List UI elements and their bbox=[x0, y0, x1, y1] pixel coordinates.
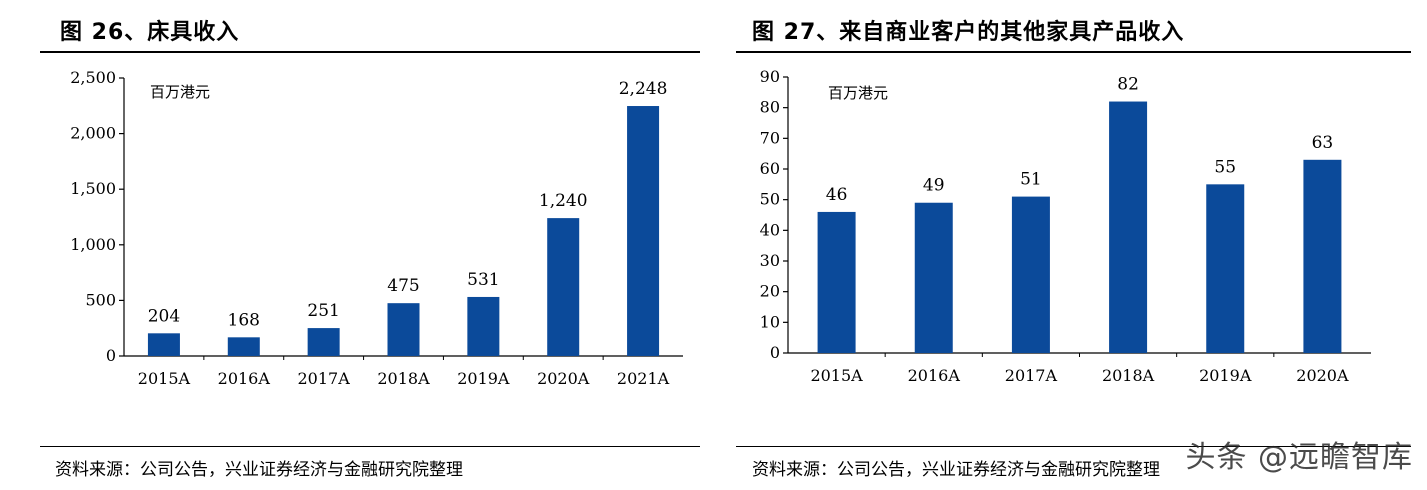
data-label: 475 bbox=[387, 276, 419, 296]
chart-svg: 0 500 1,000 1,500 2,000 2,500 204 2015A 168 2016A… bbox=[70, 68, 683, 388]
y-tick-label: 50 bbox=[760, 190, 780, 209]
bar bbox=[547, 218, 580, 356]
y-tick-label: 2,500 bbox=[70, 68, 116, 87]
figure-title: 图 26、床具收入 bbox=[60, 20, 240, 45]
y-tick-label: 40 bbox=[760, 220, 780, 239]
x-tick-label: 2021A bbox=[617, 369, 670, 388]
bed-revenue-chart: 0 500 1,000 1,500 2,000 2,500 204 2015A 168 2016A… bbox=[40, 55, 700, 405]
y-tick-label: 60 bbox=[760, 159, 780, 178]
x-tick-label: 2020A bbox=[537, 369, 590, 388]
data-label: 1,240 bbox=[539, 191, 588, 211]
y-tick-label: 1,500 bbox=[70, 179, 116, 198]
y-tick-label: 2,000 bbox=[70, 124, 116, 143]
x-tick-label: 2018A bbox=[377, 369, 430, 388]
y-tick-label: 10 bbox=[760, 312, 780, 331]
source-note: 资料来源：公司公告，兴业证券经济与金融研究院整理 bbox=[55, 460, 463, 480]
x-tick-label: 2019A bbox=[457, 369, 510, 388]
bar bbox=[1206, 184, 1245, 353]
bar bbox=[387, 303, 420, 356]
data-label: 2,248 bbox=[619, 79, 668, 99]
source-rule bbox=[40, 446, 700, 447]
x-tick-label: 2020A bbox=[1296, 366, 1349, 385]
data-label: 55 bbox=[1214, 157, 1236, 177]
data-label: 204 bbox=[148, 306, 180, 326]
x-tick-label: 2019A bbox=[1199, 366, 1252, 385]
bar bbox=[227, 337, 260, 356]
y-tick-label: 0 bbox=[106, 346, 116, 365]
y-tick-label: 30 bbox=[760, 251, 780, 270]
bar bbox=[147, 333, 180, 356]
source-rule bbox=[736, 446, 1411, 447]
title-rule bbox=[40, 51, 700, 53]
data-label: 168 bbox=[228, 310, 260, 330]
data-label: 82 bbox=[1117, 75, 1139, 95]
y-tick-label: 500 bbox=[85, 290, 116, 309]
watermark: 头条 @远瞻智库 bbox=[1185, 440, 1413, 475]
y-tick-label: 1,000 bbox=[70, 235, 116, 254]
x-tick-label: 2016A bbox=[218, 369, 271, 388]
figure-title: 图 27、来自商业客户的其他家具产品收入 bbox=[752, 20, 1185, 45]
bar bbox=[914, 202, 953, 353]
bar bbox=[1011, 196, 1050, 353]
y-tick-label: 80 bbox=[760, 98, 780, 117]
y-tick-label: 0 bbox=[770, 343, 780, 362]
unit-label: 百万港元 bbox=[828, 84, 888, 102]
source-note: 资料来源：公司公告，兴业证券经济与金融研究院整理 bbox=[752, 460, 1160, 480]
data-label: 63 bbox=[1312, 133, 1334, 153]
bar bbox=[1303, 159, 1342, 353]
y-tick-label: 70 bbox=[760, 128, 780, 147]
x-tick-label: 2017A bbox=[298, 369, 351, 388]
y-tick-label: 20 bbox=[760, 282, 780, 301]
chart-svg: 0 10 20 30 40 50 60 70 80 90 46 2015A 49 2016A 51 2017A… bbox=[760, 67, 1371, 385]
y-tick-label: 90 bbox=[760, 67, 780, 86]
data-label: 251 bbox=[307, 301, 339, 321]
data-label: 46 bbox=[826, 185, 848, 205]
bar bbox=[467, 296, 500, 356]
data-label: 531 bbox=[467, 270, 499, 290]
x-tick-label: 2018A bbox=[1102, 366, 1155, 385]
x-tick-label: 2015A bbox=[810, 366, 863, 385]
figure-26-panel: 图 26、床具收入 0 500 1,000 1,500 2,000 2,500 204 201… bbox=[0, 0, 700, 490]
unit-label: 百万港元 bbox=[150, 83, 210, 101]
data-label: 51 bbox=[1020, 170, 1042, 190]
bar bbox=[307, 328, 340, 356]
x-tick-label: 2017A bbox=[1005, 366, 1058, 385]
data-label: 49 bbox=[923, 176, 945, 196]
x-tick-label: 2015A bbox=[138, 369, 191, 388]
title-rule bbox=[736, 51, 1411, 53]
commercial-furniture-revenue-chart: 0 10 20 30 40 50 60 70 80 90 46 2015A 49 2016A 51 2017A… bbox=[736, 55, 1411, 405]
bar bbox=[817, 211, 856, 353]
x-tick-label: 2016A bbox=[908, 366, 961, 385]
bar bbox=[1109, 101, 1148, 354]
figure-27-panel: 图 27、来自商业客户的其他家具产品收入 0 10 20 30 40 50 60 70 80 90… bbox=[700, 0, 1427, 490]
bar bbox=[627, 106, 660, 356]
